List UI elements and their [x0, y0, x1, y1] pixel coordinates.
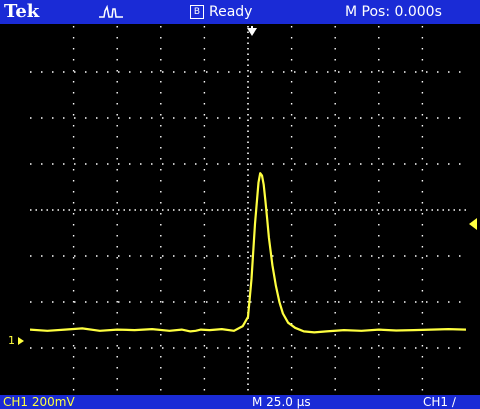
trigger-level-marker-icon	[469, 218, 477, 230]
status-text: Ready	[209, 4, 253, 20]
status-bar	[0, 0, 480, 24]
ch1-ground-marker-label: 1	[8, 334, 15, 347]
acquisition-status: B Ready	[190, 3, 252, 21]
brand-logo: Tek	[4, 1, 40, 22]
graticule	[30, 26, 466, 394]
ch1-scale-readout: CH1 200mV	[3, 395, 75, 409]
trigger-readout: CH1 ∕	[423, 395, 456, 409]
trigger-source-badge: B	[190, 5, 204, 19]
grid-lines	[30, 26, 466, 394]
ch1-ground-marker-icon	[18, 337, 24, 345]
scale-readout-bar	[0, 395, 480, 409]
pulse-waveform-icon	[99, 4, 123, 18]
trigger-position-marker-icon	[247, 26, 257, 36]
timebase-readout: M 25.0 µs	[252, 395, 311, 409]
ch1-trace	[30, 172, 466, 334]
horizontal-position-readout: M Pos: 0.000s	[345, 4, 442, 20]
